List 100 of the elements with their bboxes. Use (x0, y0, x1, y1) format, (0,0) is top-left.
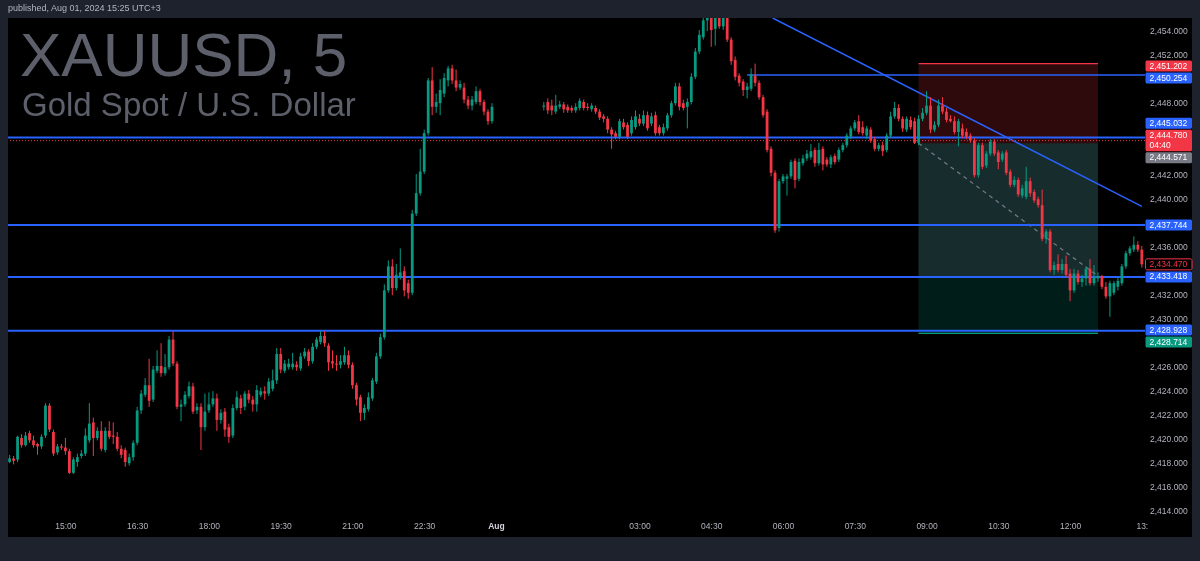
candlestick (677, 82, 681, 111)
candlestick (1140, 245, 1144, 269)
y-tick-label: 2,436.000 (1150, 241, 1189, 252)
x-tick-label: 19:30 (270, 520, 293, 531)
candlestick (16, 435, 19, 463)
chart-title: XAUUSD, 5 (20, 20, 348, 89)
text: 2,451.202 (1149, 60, 1188, 71)
candlestick (554, 94, 558, 115)
candlestick (402, 265, 406, 297)
x-tick-label: 16:30 (127, 520, 149, 531)
candlestick (243, 390, 247, 411)
y-tick-label: 2,448.000 (1150, 97, 1189, 108)
ref-line-label: 2,444.780 (1149, 129, 1188, 140)
ref-line-label: 2,428.928 (1149, 324, 1188, 335)
candlestick (351, 361, 354, 390)
x-tick-label: 12:00 (1059, 520, 1082, 531)
text: 2,428.714 (1149, 336, 1188, 347)
candlestick (980, 142, 984, 170)
candlestick (713, 18, 717, 47)
x-tick-label: 04:30 (701, 520, 723, 531)
candlestick (925, 90, 928, 116)
candlestick (99, 420, 103, 452)
candlestick (646, 111, 649, 132)
y-tick-label: 2,424.000 (1150, 385, 1189, 396)
y-tick-label: 2,442.000 (1150, 169, 1189, 180)
candlestick (885, 132, 889, 153)
candlestick (434, 93, 438, 114)
candlestick (335, 354, 338, 372)
x-tick-label: 21:00 (342, 520, 364, 531)
y-tick-label: 2,418.000 (1150, 457, 1189, 468)
candlestick (1028, 177, 1032, 198)
x-tick-label: 15:00 (55, 520, 77, 531)
text: published, Aug 01, 2024 15:25 UTC+3 (8, 3, 161, 13)
candlestick (235, 390, 239, 411)
candlestick (749, 67, 753, 92)
x-tick-label: 22:30 (414, 520, 436, 531)
candlestick (219, 408, 223, 425)
candlestick (741, 78, 745, 97)
candlestick (327, 342, 330, 372)
candlestick (123, 447, 127, 468)
candlestick (378, 333, 382, 360)
candlestick (83, 427, 87, 457)
candlestick (255, 384, 259, 413)
candlestick (418, 148, 422, 197)
candlestick (817, 142, 821, 167)
candlestick (311, 342, 314, 365)
candlestick (889, 111, 893, 139)
y-tick-label: 2,432.000 (1150, 289, 1189, 300)
candlestick (394, 263, 398, 291)
candlestick (725, 18, 729, 43)
ref-line-label: 2,433.418 (1149, 271, 1188, 282)
candlestick (634, 109, 637, 131)
x-tick-label: 09:00 (916, 520, 938, 531)
x-tick-label: 06:00 (772, 520, 795, 531)
candlestick (223, 407, 227, 438)
candlestick (111, 421, 115, 445)
candlestick (271, 369, 275, 392)
y-tick-label: 2,452.000 (1150, 49, 1189, 60)
candlestick (1044, 228, 1048, 245)
candlestick (91, 417, 95, 457)
candlestick (685, 97, 689, 129)
candlestick (821, 145, 825, 171)
candlestick (654, 111, 657, 137)
annotation: 2,434.470 (1149, 258, 1188, 269)
candlestick (239, 394, 243, 415)
candlestick (709, 18, 713, 48)
y-tick-label: 2,416.000 (1150, 481, 1189, 492)
candlestick (618, 118, 621, 140)
candlestick (52, 429, 55, 457)
y-tick-label: 2,422.000 (1150, 409, 1189, 420)
candlestick (630, 115, 633, 137)
candlestick (103, 426, 107, 453)
x-tick-label: 10:30 (988, 520, 1010, 531)
candlestick (48, 402, 51, 433)
candlestick (937, 99, 940, 128)
text: Gold Spot / U.S. Dollar (22, 86, 356, 123)
candlestick (115, 431, 119, 452)
candlestick (386, 259, 390, 294)
candlestick (929, 96, 932, 134)
y-tick-label: 2,430.000 (1150, 313, 1189, 324)
series-label: 2,450.254 (1149, 72, 1188, 83)
y-tick-label: 2,426.000 (1150, 361, 1189, 372)
candlestick (857, 114, 861, 135)
text: 2,444.571 (1149, 152, 1188, 163)
candlestick (414, 173, 418, 217)
x-tick-label: 13: (1136, 520, 1149, 531)
ref-line-label: 2,437.744 (1149, 219, 1188, 230)
y-tick-label: 2,440.000 (1150, 193, 1189, 204)
x-tick-label: Aug (488, 520, 505, 531)
candlestick (68, 448, 71, 475)
candlestick (673, 82, 677, 107)
x-tick-label: 18:00 (198, 520, 221, 531)
candlestick (957, 118, 960, 147)
candlestick (1024, 166, 1028, 200)
candlestick (131, 439, 135, 462)
candlestick (147, 358, 151, 408)
candlestick (390, 258, 394, 296)
ref-line-label: 2,445.032 (1149, 117, 1188, 128)
y-tick-label: 2,420.000 (1150, 433, 1189, 444)
annotation: 04:40 (1149, 140, 1172, 151)
